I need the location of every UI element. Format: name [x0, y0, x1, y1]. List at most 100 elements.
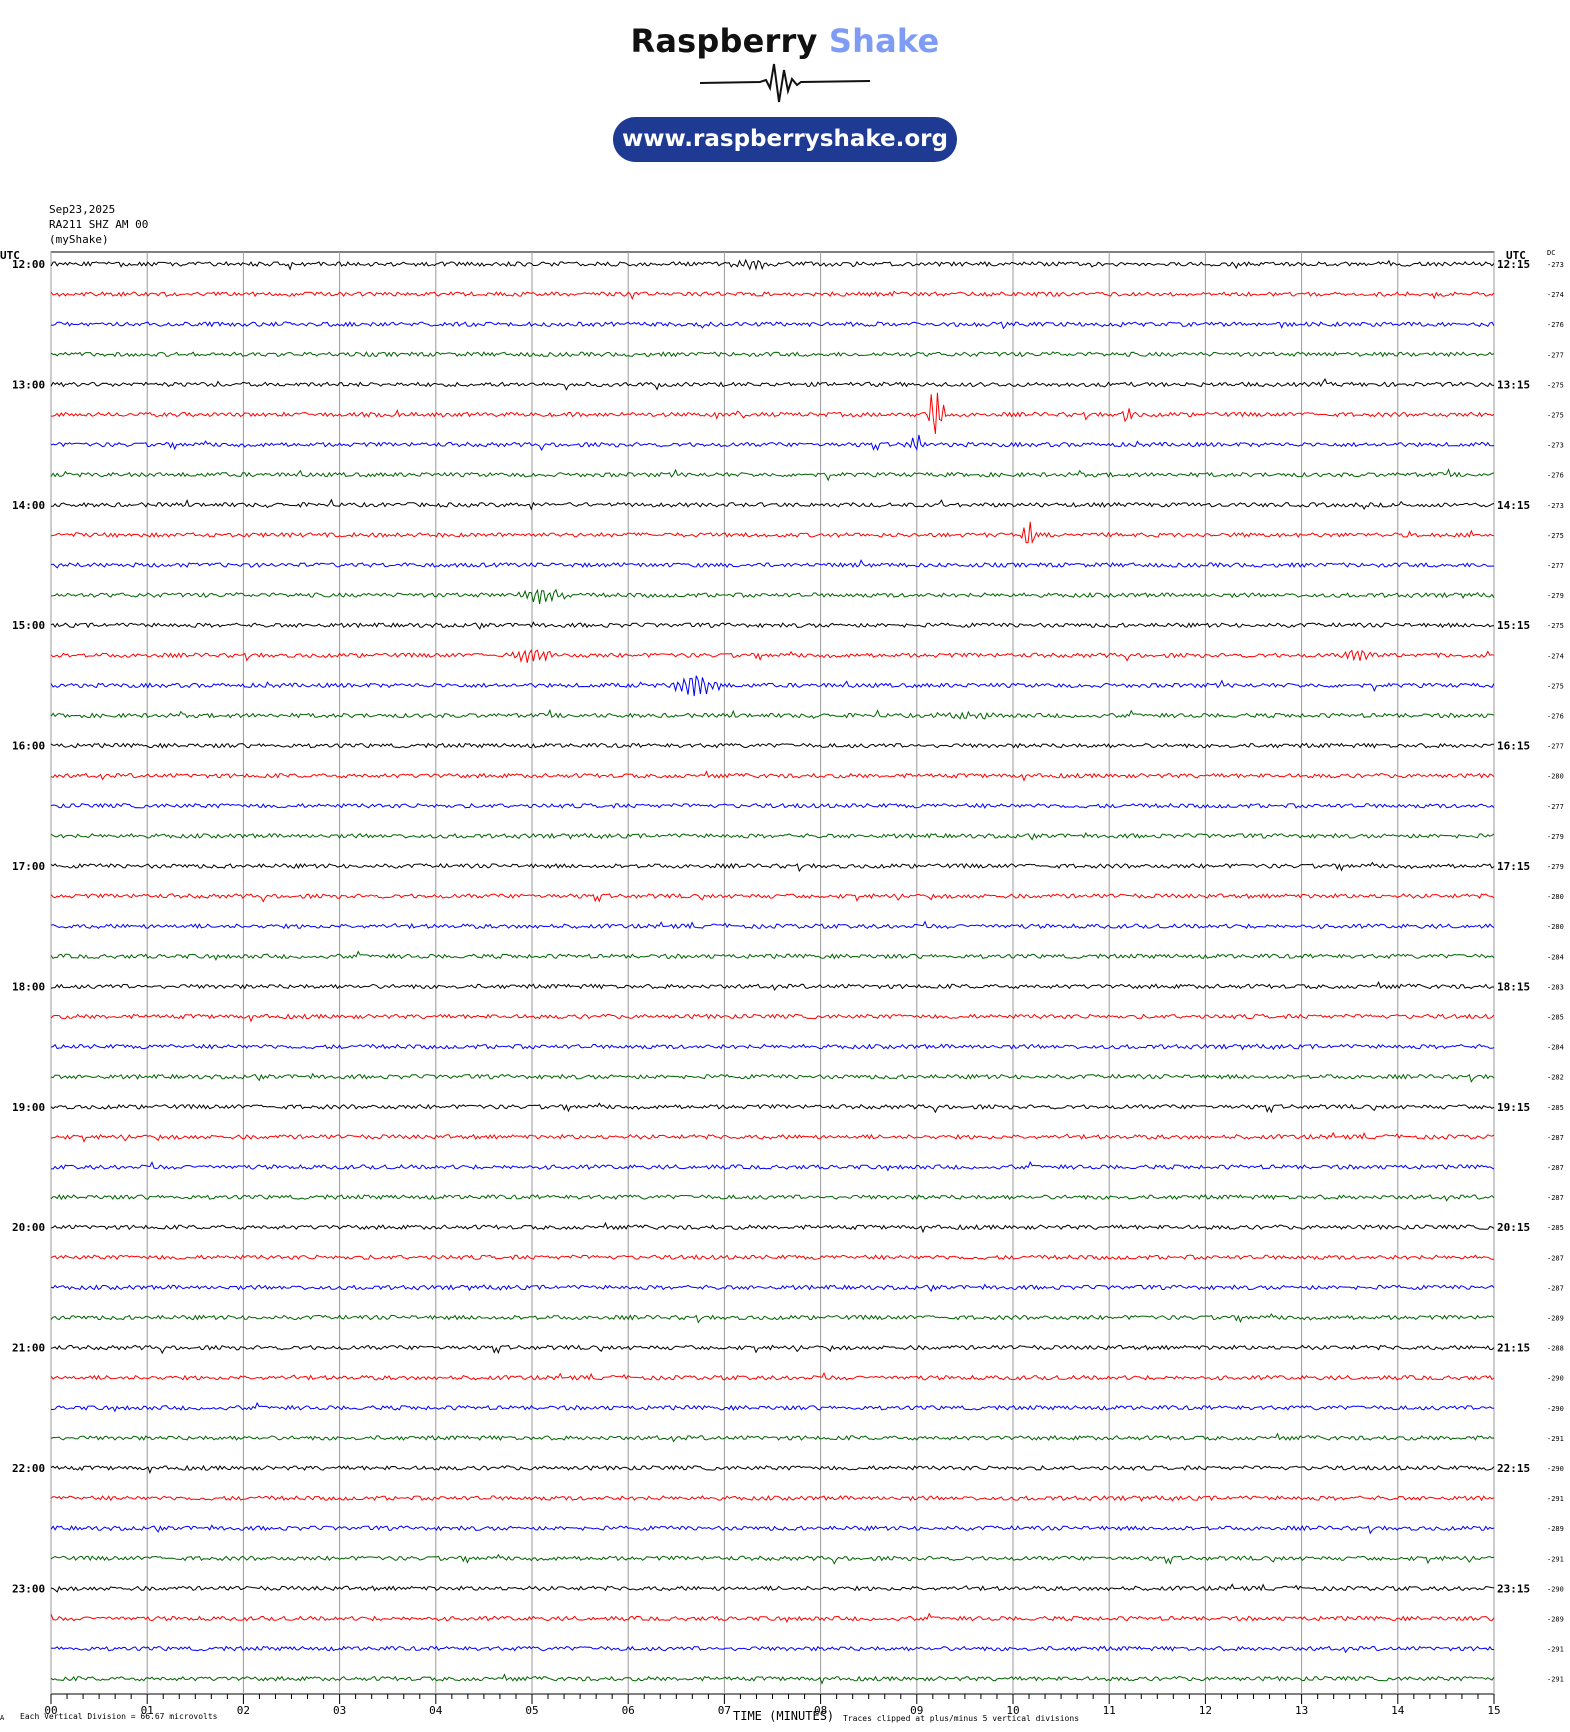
left-hour-label: 12:00: [12, 258, 45, 271]
seismic-trace: [50, 1043, 1495, 1051]
vertical-division-note: Each Vertical Division = 66.67 microvolt…: [20, 1712, 218, 1721]
seismic-trace: [50, 802, 1495, 809]
dc-offset-label: -287: [1547, 1194, 1564, 1202]
dc-offset-label: -291: [1547, 1555, 1564, 1563]
station-code: RA211 SHZ AM 00: [49, 218, 149, 231]
seismic-trace: [50, 1524, 1495, 1535]
dc-offset-label: -291: [1547, 1495, 1564, 1503]
dc-offset-label: -282: [1547, 1074, 1564, 1082]
left-hour-label: 18:00: [12, 980, 45, 993]
dc-offset-label: -274: [1547, 652, 1564, 660]
dc-offset-label: -291: [1547, 1676, 1564, 1684]
dc-offset-label: -280: [1547, 923, 1564, 931]
left-hour-label: 15:00: [12, 619, 45, 632]
seismic-trace: [50, 588, 1495, 605]
seismic-trace: [50, 1583, 1495, 1593]
right-utc-title: UTC: [1506, 249, 1526, 262]
dc-offset-label: -287: [1547, 1284, 1564, 1292]
seismic-trace: [50, 1645, 1494, 1654]
seismic-trace: [51, 392, 1495, 434]
x-tick-label: 04: [429, 1704, 443, 1717]
right-hour-label: 12:15: [1497, 258, 1530, 271]
seismic-trace: [50, 980, 1495, 992]
dc-offset-label: -274: [1547, 291, 1564, 299]
left-hour-label: 13:00: [12, 378, 45, 391]
recording-date: Sep23,2025: [49, 203, 116, 216]
seismic-trace: [50, 920, 1495, 930]
dc-offset-label: -288: [1547, 1345, 1564, 1353]
right-hour-label: 22:15: [1497, 1462, 1530, 1475]
seismic-trace: [50, 1013, 1495, 1023]
dc-offset-label: -273: [1547, 442, 1564, 450]
dc-title: DC: [1547, 249, 1555, 257]
seismic-trace: [50, 1102, 1495, 1114]
seismic-trace: [50, 290, 1495, 301]
dc-offset-label: -290: [1547, 1375, 1564, 1383]
x-tick-label: 07: [718, 1704, 731, 1717]
brand-part-shake: Shake: [828, 22, 940, 60]
x-tick-label: 00: [44, 1704, 57, 1717]
right-hour-label: 19:15: [1497, 1101, 1530, 1114]
dc-offset-label: -291: [1547, 1435, 1564, 1443]
seismic-trace: [50, 831, 1495, 841]
left-hour-label: 19:00: [12, 1101, 45, 1114]
x-tick-label: 10: [1006, 1704, 1019, 1717]
right-hour-label: 14:15: [1497, 499, 1530, 512]
right-hour-label: 16:15: [1497, 740, 1530, 753]
seismic-trace: [50, 675, 1495, 697]
x-tick-label: 14: [1391, 1704, 1405, 1717]
x-tick-label: 01: [141, 1704, 154, 1717]
corner-mark: A: [0, 1714, 5, 1722]
dc-offset-label: -275: [1547, 622, 1564, 630]
seismic-trace: [50, 770, 1495, 782]
seismic-trace: [50, 521, 1495, 545]
dc-offset-label: -291: [1547, 1646, 1564, 1654]
left-utc-title: UTC: [0, 249, 20, 262]
x-tick-label: 11: [1103, 1704, 1116, 1717]
x-tick-label: 03: [333, 1704, 346, 1717]
seismic-trace: [50, 1371, 1495, 1381]
x-tick-label: 13: [1295, 1704, 1308, 1717]
right-hour-label: 23:15: [1497, 1582, 1530, 1595]
seismic-trace: [50, 258, 1495, 271]
seismic-trace: [50, 498, 1495, 511]
dc-offset-label: -273: [1547, 261, 1564, 269]
x-tick-label: 12: [1199, 1704, 1212, 1717]
left-hour-label: 20:00: [12, 1221, 45, 1234]
left-hour-label: 21:00: [12, 1342, 45, 1355]
right-hour-label: 17:15: [1497, 860, 1530, 873]
dc-offset-label: -289: [1547, 1315, 1564, 1323]
seismic-trace: [50, 559, 1495, 569]
network-name: (myShake): [49, 233, 109, 246]
x-tick-label: 05: [525, 1704, 538, 1717]
dc-offset-label: -285: [1547, 1104, 1564, 1112]
plot-frame: [50, 251, 1495, 1695]
dc-offset-label: -279: [1547, 863, 1564, 871]
dc-offset-label: -284: [1547, 1044, 1564, 1052]
right-hour-label: 13:15: [1497, 378, 1530, 391]
dc-offset-label: -287: [1547, 1254, 1564, 1262]
dc-offset-label: -290: [1547, 1465, 1564, 1473]
seismic-trace: [50, 321, 1495, 330]
dc-offset-label: -290: [1547, 1585, 1564, 1593]
dc-offset-label: -276: [1547, 321, 1564, 329]
axis-labels: 00 01 02 03 04 05 06 07 08 09 10 11 12 13 14 15 UTC UTC DC…: [0, 249, 1564, 1717]
website-url-button[interactable]: www.raspberryshake.org: [613, 117, 957, 162]
x-tick-label: 08: [814, 1704, 827, 1717]
dc-offset-label: -276: [1547, 472, 1564, 480]
dc-offset-label: -289: [1547, 1616, 1564, 1624]
left-hour-label: 23:00: [12, 1582, 45, 1595]
seismic-trace: [50, 621, 1494, 630]
dc-offset-label: -277: [1547, 351, 1564, 359]
dc-offset-label: -279: [1547, 833, 1564, 841]
left-hour-label: 14:00: [12, 499, 45, 512]
left-hour-label: 17:00: [12, 860, 45, 873]
right-hour-label: 18:15: [1497, 980, 1530, 993]
seismic-trace: [50, 1344, 1495, 1355]
seismic-trace: [50, 950, 1495, 961]
seismic-trace: [50, 1313, 1495, 1324]
dc-offset-label: -275: [1547, 532, 1564, 540]
seismic-trace: [50, 434, 1495, 452]
dc-offset-label: -277: [1547, 743, 1564, 751]
